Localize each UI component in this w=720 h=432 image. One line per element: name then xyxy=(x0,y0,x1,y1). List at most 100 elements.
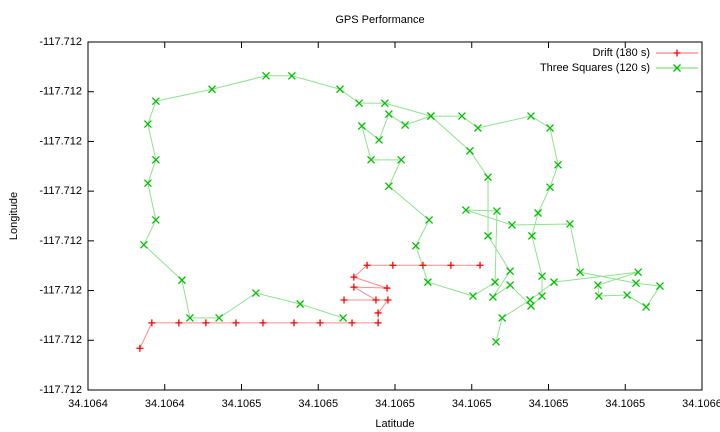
series-line xyxy=(139,264,481,349)
point xyxy=(389,261,397,269)
point xyxy=(185,313,194,322)
point xyxy=(375,135,383,144)
point xyxy=(423,278,432,287)
point xyxy=(139,240,148,249)
point xyxy=(350,283,358,291)
point xyxy=(151,155,160,164)
point xyxy=(484,173,492,182)
point xyxy=(339,313,348,322)
point xyxy=(251,289,260,298)
point xyxy=(655,282,664,291)
point xyxy=(576,268,585,277)
x-axis-label: Latitude xyxy=(375,418,414,430)
point xyxy=(296,300,305,308)
point xyxy=(148,319,156,327)
point xyxy=(143,120,152,128)
y-tick-label: -117.712 xyxy=(39,384,82,396)
point xyxy=(419,261,427,269)
point xyxy=(594,292,603,300)
point xyxy=(546,183,554,192)
point xyxy=(484,231,492,240)
point xyxy=(506,281,515,290)
point xyxy=(202,319,210,327)
x-tick-label: 34.1065 xyxy=(529,398,569,410)
point xyxy=(546,124,554,132)
point xyxy=(526,296,535,304)
point xyxy=(316,319,324,327)
point xyxy=(426,112,435,121)
y-tick-label: -117.712 xyxy=(39,185,82,197)
point xyxy=(538,292,547,300)
point xyxy=(177,276,186,285)
x-tick-label: 34.1065 xyxy=(452,398,492,410)
x-tick-label: 34.1065 xyxy=(605,398,645,410)
point xyxy=(363,261,371,269)
point xyxy=(498,313,507,322)
point xyxy=(425,216,434,224)
point xyxy=(374,319,382,327)
point xyxy=(527,231,536,240)
point xyxy=(372,296,380,304)
point xyxy=(232,319,240,327)
point xyxy=(348,319,356,327)
x-tick-label: 34.1065 xyxy=(375,398,415,410)
point xyxy=(397,155,406,164)
chart-title: GPS Performance xyxy=(335,14,424,26)
point xyxy=(259,319,267,327)
point xyxy=(491,278,500,287)
point xyxy=(527,112,535,121)
point xyxy=(208,85,216,94)
point xyxy=(380,99,389,108)
point xyxy=(476,261,484,269)
x-tick-label: 34.1066 xyxy=(682,398,720,410)
x-tick-label: 34.1065 xyxy=(298,398,338,410)
point xyxy=(538,272,547,281)
y-tick-label: -117.712 xyxy=(39,334,82,346)
point xyxy=(534,209,543,217)
point xyxy=(411,241,420,250)
y-tick-label: -117.712 xyxy=(39,235,82,247)
point xyxy=(336,85,345,94)
point xyxy=(593,281,602,290)
y-tick-label: -117.712 xyxy=(39,36,82,48)
point xyxy=(367,155,376,164)
point xyxy=(383,284,391,292)
point xyxy=(634,268,643,277)
x-tick-label: 34.1064 xyxy=(145,398,185,410)
point xyxy=(136,344,144,352)
legend-label: Drift (180 s) xyxy=(593,47,650,59)
point xyxy=(384,182,393,191)
point xyxy=(554,160,562,169)
point xyxy=(384,296,392,304)
point xyxy=(469,292,477,300)
y-tick-label: -117.712 xyxy=(39,284,82,296)
y-axis-label: Longitude xyxy=(8,192,20,240)
point xyxy=(401,121,410,129)
point xyxy=(384,110,393,119)
y-tick-label: -117.712 xyxy=(39,135,82,147)
point xyxy=(340,296,348,304)
point xyxy=(632,279,640,288)
point xyxy=(447,261,455,269)
point xyxy=(143,179,152,188)
point xyxy=(550,278,558,287)
point xyxy=(506,267,515,276)
x-tick-label: 34.1065 xyxy=(222,398,262,410)
point xyxy=(642,303,651,311)
y-tick-label: -117.712 xyxy=(39,86,82,98)
point xyxy=(151,216,160,224)
point xyxy=(508,220,516,229)
point xyxy=(374,309,382,317)
point xyxy=(290,319,298,327)
point xyxy=(488,293,497,301)
point xyxy=(215,313,224,322)
legend-label: Three Squares (120 s) xyxy=(540,62,650,74)
point xyxy=(623,291,632,300)
x-tick-label: 34.1064 xyxy=(68,398,108,410)
point xyxy=(350,273,358,281)
legend-marker xyxy=(673,49,681,57)
point xyxy=(355,99,364,108)
point xyxy=(473,124,482,132)
